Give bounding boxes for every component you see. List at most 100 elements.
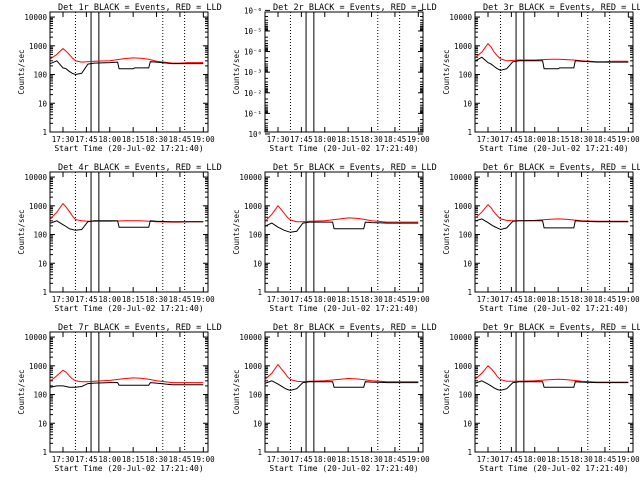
x-tick-label: 17:45 (75, 295, 98, 304)
y-tick-label: 1 (42, 288, 47, 297)
events-series-line (50, 382, 204, 388)
x-tick-label: 18:30 (360, 295, 383, 304)
plot-frame (474, 11, 634, 133)
x-tick-label: 17:30 (477, 135, 500, 144)
panel-title: Det 2r BLACK = Events, RED = LLD (273, 3, 437, 13)
events-series-line (265, 380, 419, 391)
y-tick-label: 10 (38, 259, 48, 268)
y-tick-label: 100 (458, 391, 472, 400)
y-tick-label: 10⁻⁴ (244, 48, 262, 57)
x-axis-label: Start Time (20-Jul-02 17:21:40) (54, 464, 203, 473)
plot-frame (49, 331, 209, 453)
x-tick-label: 18:30 (360, 455, 383, 464)
x-tick-label: 17:30 (267, 295, 290, 304)
y-tick-label: 1 (42, 128, 47, 137)
y-tick-label: 100 (458, 71, 472, 80)
events-series-line (50, 220, 204, 231)
x-tick-label: 18:15 (337, 295, 360, 304)
y-tick-label: 10⁻¹ (244, 109, 262, 118)
x-tick-label: 18:45 (384, 135, 407, 144)
y-tick-label: 10 (463, 99, 473, 108)
lld-series-line (265, 204, 419, 223)
events-series-line (475, 218, 629, 231)
x-axis-label: Start Time (20-Jul-02 17:21:40) (54, 304, 203, 313)
x-tick-label: 18:30 (360, 135, 383, 144)
x-axis-label: Start Time (20-Jul-02 17:21:40) (479, 464, 628, 473)
x-tick-label: 17:45 (290, 295, 313, 304)
y-tick-label: 10000 (449, 333, 472, 342)
y-tick-label: 10 (463, 419, 473, 428)
plot-frame (474, 171, 634, 293)
x-tick-label: 18:15 (337, 135, 360, 144)
x-tick-label: 18:00 (98, 295, 121, 304)
y-tick-label: 1000 (29, 42, 48, 51)
y-axis-label: Counts/sec (442, 209, 451, 254)
y-tick-label: 100 (248, 231, 262, 240)
y-tick-label: 10 (253, 419, 263, 428)
y-tick-label: 10 (253, 259, 263, 268)
x-tick-label: 17:45 (500, 135, 523, 144)
x-tick-label: 18:30 (145, 295, 168, 304)
lld-series-line (475, 365, 629, 383)
plot-frame (49, 171, 209, 293)
x-tick-label: 18:30 (570, 135, 593, 144)
x-tick-label: 19:00 (192, 135, 215, 144)
x-tick-label: 17:30 (477, 455, 500, 464)
plot-frame (264, 331, 424, 453)
detector-panel-4: Det 4r BLACK = Events, RED = LLD 1 10 100 10… (17, 163, 222, 313)
events-series-line (265, 221, 419, 233)
x-tick-label: 17:45 (290, 135, 313, 144)
panel-title: Det 3r BLACK = Events, RED = LLD (483, 3, 640, 13)
y-tick-label: 1000 (244, 362, 263, 371)
x-axis-label: Start Time (20-Jul-02 17:21:40) (269, 464, 418, 473)
y-tick-label: 100 (458, 231, 472, 240)
y-axis-label: Counts/sec (17, 369, 26, 414)
x-tick-label: 18:15 (122, 455, 145, 464)
x-tick-label: 17:45 (75, 135, 98, 144)
y-tick-label: 1 (257, 288, 262, 297)
x-tick-label: 18:45 (169, 455, 192, 464)
y-tick-label: 10 (38, 419, 48, 428)
x-tick-label: 17:30 (52, 295, 75, 304)
x-tick-label: 18:00 (523, 295, 546, 304)
y-tick-label: 1000 (454, 42, 473, 51)
x-tick-label: 18:15 (547, 455, 570, 464)
panel-title: Det 5r BLACK = Events, RED = LLD (273, 163, 437, 173)
y-tick-label: 10000 (449, 13, 472, 22)
x-tick-label: 18:15 (122, 295, 145, 304)
x-tick-label: 18:00 (313, 135, 336, 144)
y-tick-label: 10⁻⁵ (244, 27, 262, 36)
y-tick-label: 10000 (239, 333, 262, 342)
y-tick-label: 1 (467, 288, 472, 297)
detector-panel-5: Det 5r BLACK = Events, RED = LLD 1 10 100 10… (232, 163, 437, 313)
detector-panel-1: Det 1r BLACK = Events, RED = LLD 1 10 100 10… (17, 3, 222, 153)
plot-frame (474, 331, 634, 453)
y-tick-label: 10⁻⁶ (244, 6, 262, 15)
y-tick-label: 10000 (239, 173, 262, 182)
detector-panel-3: Det 3r BLACK = Events, RED = LLD 1 10 100 10… (442, 3, 640, 153)
detector-panel-7: Det 7r BLACK = Events, RED = LLD 1 10 100 10… (17, 323, 222, 473)
lld-series-line (475, 203, 629, 222)
y-tick-label: 10 (38, 99, 48, 108)
plot-frame (49, 11, 209, 133)
y-axis-label: Counts/sec (442, 49, 451, 94)
x-tick-label: 18:00 (313, 455, 336, 464)
x-axis-label: Start Time (20-Jul-02 17:21:40) (479, 304, 628, 313)
x-tick-label: 18:15 (122, 135, 145, 144)
panel-title: Det 6r BLACK = Events, RED = LLD (483, 163, 640, 173)
x-tick-label: 18:30 (570, 295, 593, 304)
x-tick-label: 19:00 (617, 455, 640, 464)
x-tick-label: 18:45 (169, 295, 192, 304)
x-tick-label: 17:45 (500, 455, 523, 464)
x-tick-label: 18:00 (98, 455, 121, 464)
y-tick-label: 100 (33, 71, 47, 80)
x-axis-label: Start Time (20-Jul-02 17:21:40) (479, 144, 628, 153)
detector-panel-2: Det 2r BLACK = Events, RED = LLD 10⁰ 10⁻¹ 1… (232, 3, 437, 153)
events-series-line (50, 60, 204, 76)
x-tick-label: 19:00 (617, 295, 640, 304)
y-axis-label: Counts/sec (442, 369, 451, 414)
y-axis-label: Counts/sec (232, 209, 241, 254)
x-tick-label: 18:45 (169, 135, 192, 144)
x-tick-label: 17:30 (52, 135, 75, 144)
